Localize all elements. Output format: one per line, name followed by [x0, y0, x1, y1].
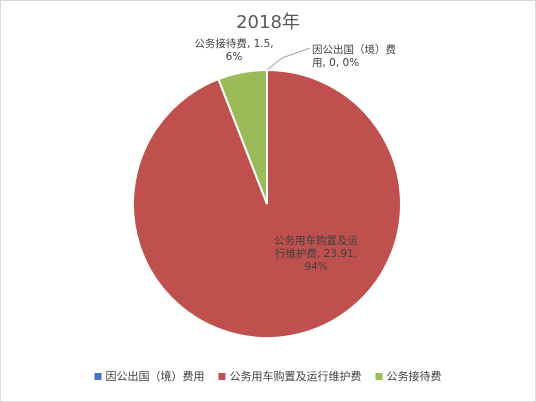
- legend-swatch-2: [375, 373, 383, 380]
- data-label-line: 94%: [304, 261, 327, 273]
- pie-slice-2: [217, 68, 268, 205]
- data-label-2: 公务接待费, 1.5,6%: [194, 37, 273, 63]
- legend-swatch-0: [94, 373, 102, 380]
- legend-label-0: 因公出国（境）费用: [106, 369, 205, 383]
- data-label-0: 因公出国（境）费用, 0, 0%: [312, 43, 396, 69]
- leader-line-0: [266, 47, 311, 71]
- legend-label-2: 公务接待费: [387, 369, 442, 383]
- data-label-line: 6%: [226, 51, 243, 63]
- data-label-line: 用, 0, 0%: [312, 57, 359, 69]
- legend-swatch-1: [218, 373, 226, 380]
- data-label-line: 因公出国（境）费: [312, 43, 396, 56]
- data-label-line: 行维护费, 23.91,: [275, 247, 357, 260]
- legend-label-1: 公务用车购置及运行维护费: [230, 369, 362, 383]
- chart-title: 2018年: [236, 12, 300, 33]
- data-label-line: 公务接待费, 1.5,: [194, 37, 273, 50]
- data-label-1: 公务用车购置及运行维护费, 23.91,94%: [274, 234, 358, 273]
- data-label-line: 公务用车购置及运: [274, 234, 358, 247]
